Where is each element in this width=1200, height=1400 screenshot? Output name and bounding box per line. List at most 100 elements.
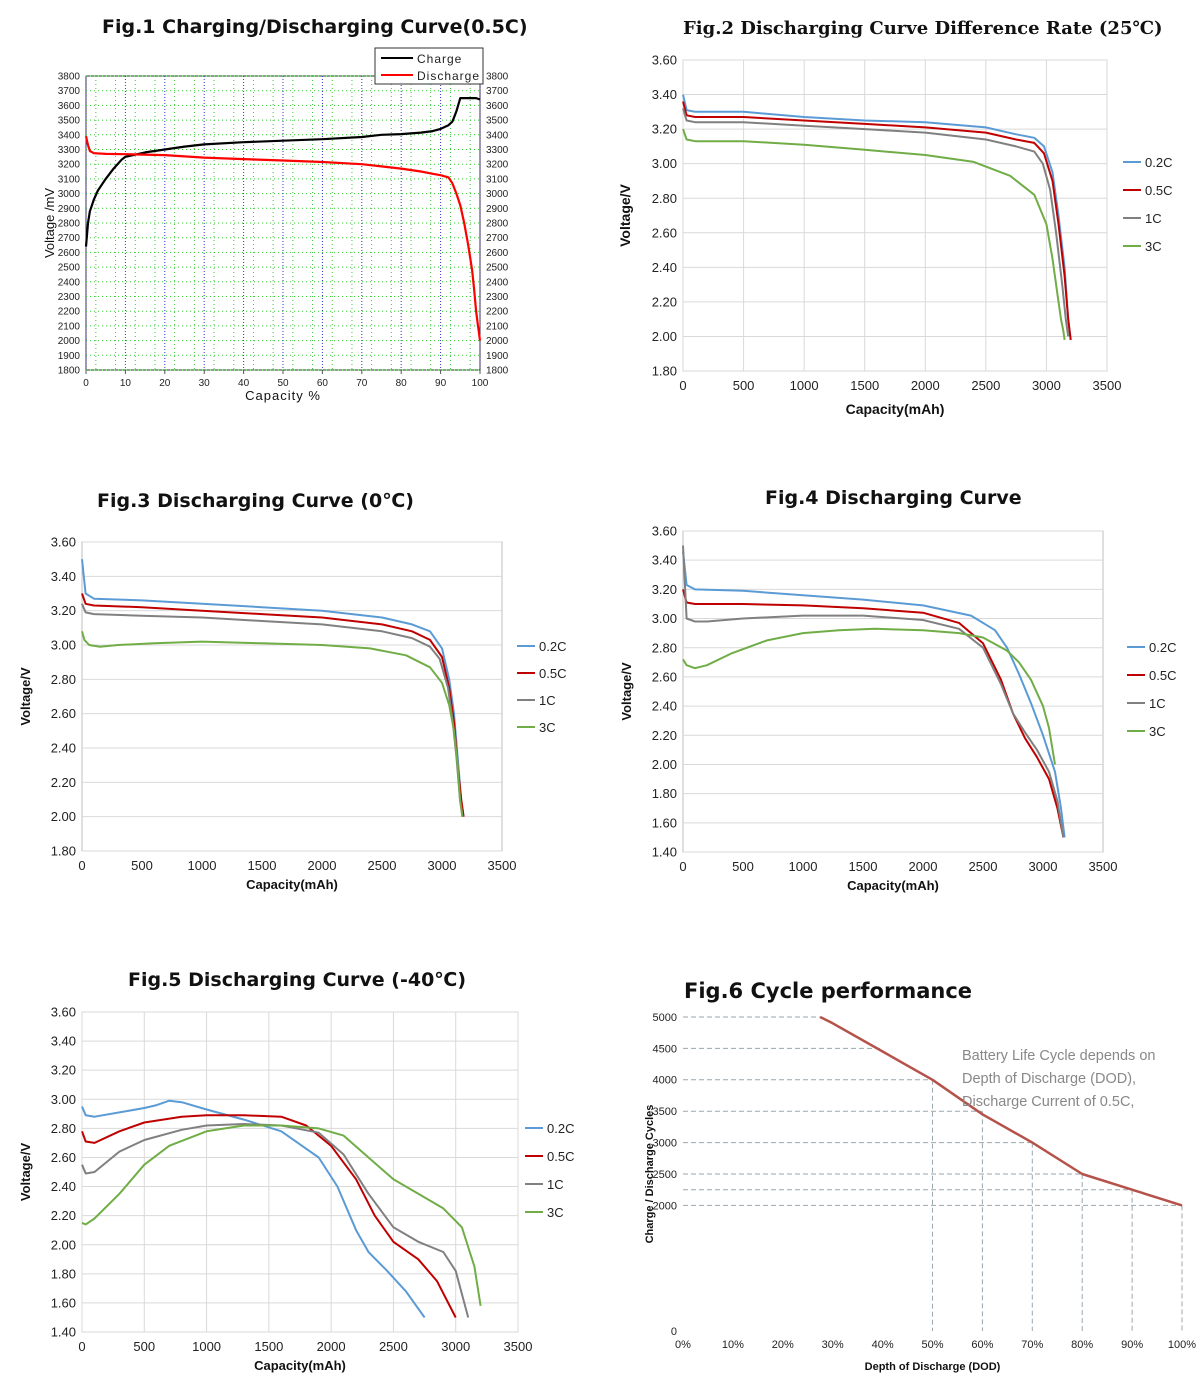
fig4-plot-area	[682, 530, 1104, 853]
fig3-series-3c-line	[81, 631, 464, 817]
fig2-xtick-label: 3500	[1093, 378, 1122, 393]
fig1-title: Fig.1 Charging/Discharging Curve(0.5C)	[102, 16, 528, 38]
fig1-ytick-label-right: 3100	[486, 174, 509, 185]
fig1-ytick-label: 2500	[58, 263, 81, 274]
fig1-ytick-label: 3000	[58, 189, 81, 200]
fig2-legend-label: 0.2C	[1145, 155, 1172, 170]
fig5-xtick-label: 500	[133, 1339, 155, 1354]
fig4-ytick-label: 3.00	[652, 611, 677, 626]
fig4-xtick-label: 2500	[969, 859, 998, 874]
fig5-chart: 1.40 1.60 1.80 2.00 2.20 2.40 2.60 2.80 3.00 3.20…	[18, 1005, 574, 1373]
fig3-ytick-label: 2.60	[51, 706, 76, 721]
fig4-ytick-label: 2.60	[652, 669, 677, 684]
fig5-series-05c-line	[81, 1114, 457, 1318]
fig6-ytick-label: 3500	[653, 1106, 677, 1118]
fig3-xtick-label: 2500	[368, 858, 397, 873]
fig5-xtick-label: 0	[78, 1339, 85, 1354]
fig1-ytick-label: 2800	[58, 219, 81, 230]
fig5-xtick-label: 1000	[192, 1339, 221, 1354]
fig4-legend-label: 1C	[1149, 696, 1166, 711]
fig1-ytick-label: 3600	[58, 101, 81, 112]
fig3-plot-area	[81, 541, 503, 852]
fig5-legend-label: 1C	[547, 1177, 564, 1192]
fig1-xtick-label: 80	[396, 378, 408, 389]
fig1-xtick-label: 90	[435, 378, 447, 389]
fig1-ytick-label: 3800	[58, 72, 81, 83]
fig4-ytick-label: 3.40	[652, 553, 677, 568]
fig4-x-axis-label: Capacity(mAh)	[847, 878, 939, 893]
fig4-series-3c-line	[682, 627, 1056, 765]
fig1-legend-label: Charge	[417, 52, 462, 66]
fig4-ytick-label: 1.80	[652, 786, 677, 801]
fig3-xtick-label: 2000	[308, 858, 337, 873]
fig6-ytick-label: 3000	[653, 1137, 677, 1149]
fig4-series-05c-line	[682, 589, 1065, 838]
fig2-ytick-label: 2.80	[652, 191, 677, 206]
fig1-xtick-label: 20	[159, 378, 171, 389]
fig1-ytick-label-right: 3700	[486, 86, 509, 97]
fig3-legend-label: 3C	[539, 720, 556, 735]
fig4-xtick-label: 1000	[789, 859, 818, 874]
fig5-ytick-label: 2.40	[51, 1179, 76, 1194]
fig3-legend-label: 0.2C	[539, 639, 566, 654]
fig3-xtick-label: 1500	[248, 858, 277, 873]
fig4-legend-label: 0.5C	[1149, 668, 1176, 683]
fig4-ytick-label: 2.40	[652, 699, 677, 714]
fig5-title: Fig.5 Discharging Curve (-40℃)	[128, 969, 467, 991]
fig5-xtick-label: 2000	[317, 1339, 346, 1354]
fig5-xtick-label: 1500	[254, 1339, 283, 1354]
fig2-title: Fig.2 Discharging Curve Difference Rate …	[683, 18, 1163, 39]
fig6-xtick-label: 70%	[1021, 1339, 1043, 1351]
fig5-legend-label: 3C	[547, 1205, 564, 1220]
fig1-ytick-label: 3500	[58, 116, 81, 127]
fig2-series-05c-line	[682, 101, 1072, 341]
fig5-ytick-label: 3.00	[51, 1092, 76, 1107]
fig4-title: Fig.4 Discharging Curve	[765, 487, 1022, 509]
fig5-ytick-label: 2.80	[51, 1121, 76, 1136]
fig6-ytick-label: 0	[671, 1326, 677, 1338]
fig1-xtick-label: 70	[356, 378, 368, 389]
fig1-ytick-label-right: 3200	[486, 160, 509, 171]
fig4-legend-label: 0.2C	[1149, 640, 1176, 655]
fig4-ytick-label: 3.20	[652, 582, 677, 597]
fig5-ytick-label: 3.40	[51, 1034, 76, 1049]
fig1-ytick-label-right: 1800	[486, 366, 509, 377]
fig1-ytick-label-right: 3400	[486, 130, 509, 141]
fig3-ytick-label: 2.20	[51, 775, 76, 790]
fig2-ytick-label: 3.60	[652, 53, 677, 68]
fig6-xtick-label: 80%	[1071, 1339, 1093, 1351]
fig2-xtick-label: 2000	[911, 378, 940, 393]
fig3-xtick-label: 3500	[488, 858, 517, 873]
fig3-xtick-label: 1000	[188, 858, 217, 873]
fig1-ytick-label: 2400	[58, 277, 81, 288]
fig2-ytick-label: 2.40	[652, 260, 677, 275]
fig2-xtick-label: 1000	[790, 378, 819, 393]
fig1-series-charge-line	[84, 96, 481, 247]
fig4-series-02c-line	[682, 551, 1066, 838]
fig2-ytick-label: 2.60	[652, 225, 677, 240]
fig4-ytick-label: 2.20	[652, 728, 677, 743]
fig1-xtick-label: 40	[238, 378, 250, 389]
fig2-legend-label: 3C	[1145, 239, 1162, 254]
fig1-xtick-label: 0	[83, 378, 89, 389]
fig5-xtick-label: 2500	[379, 1339, 408, 1354]
fig3-xtick-label: 0	[78, 858, 85, 873]
fig2-ytick-label: 3.40	[652, 87, 677, 102]
fig1-ytick-label-right: 2200	[486, 307, 509, 318]
fig2-ytick-label: 2.20	[652, 294, 677, 309]
fig5-ytick-label: 1.60	[51, 1295, 76, 1310]
fig3-chart: 1.80 2.00 2.20 2.40 2.60 2.80 3.00 3.20 3.40 3.60…	[18, 535, 566, 892]
fig1-legend-box	[374, 47, 484, 85]
fig5-plot-area	[81, 1011, 519, 1333]
fig5-ytick-label: 3.60	[51, 1005, 76, 1020]
fig5-x-axis-label: Capacity(mAh)	[254, 1358, 346, 1373]
fig4-xtick-label: 500	[732, 859, 754, 874]
fig6-ytick-label: 5000	[653, 1012, 677, 1024]
fig1-ytick-label-right: 3300	[486, 145, 509, 156]
fig2-series-3c-line	[682, 128, 1066, 341]
fig3-legend-label: 1C	[539, 693, 556, 708]
fig5-series-3c-line	[81, 1124, 482, 1306]
fig1-legend-label: Discharge	[417, 69, 480, 83]
fig1-ytick-label: 2200	[58, 307, 81, 318]
fig2-ytick-label: 1.80	[652, 364, 677, 379]
